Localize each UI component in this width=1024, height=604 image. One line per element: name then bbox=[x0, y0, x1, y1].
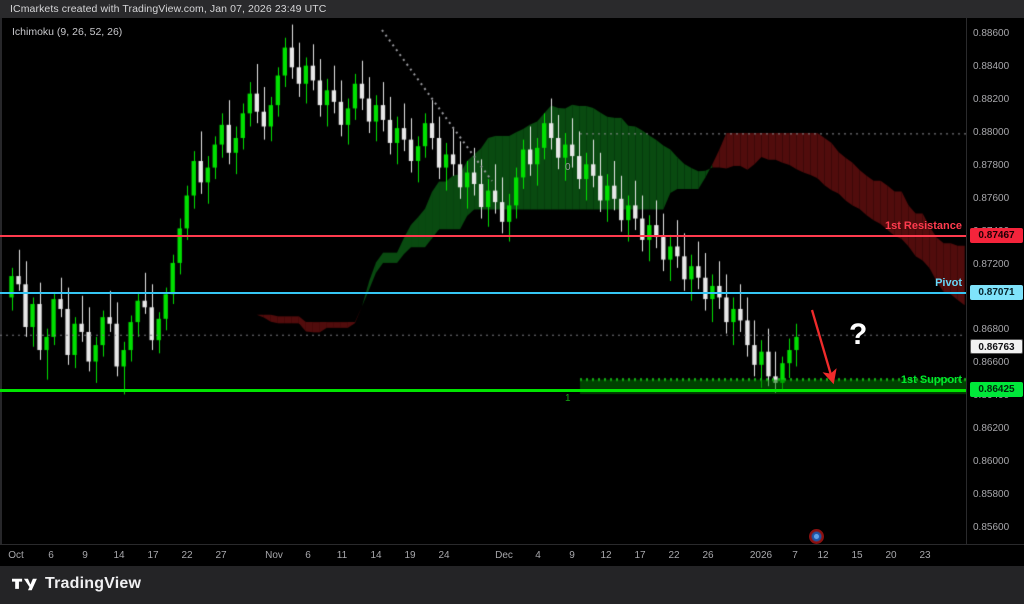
level-line-bar bbox=[0, 235, 966, 237]
tradingview-logo[interactable]: TradingView bbox=[12, 575, 141, 593]
price-scale[interactable]: 0.88600 0.88400 0.88200 0.88000 0.87800 0.876… bbox=[966, 18, 1024, 544]
economic-event-globe-icon[interactable] bbox=[809, 529, 824, 544]
level-label: 1st Resistance bbox=[884, 220, 962, 232]
price-tick: 0.87600 bbox=[973, 192, 1010, 204]
level-line-bar bbox=[0, 389, 966, 392]
time-tick: 6 bbox=[305, 550, 311, 561]
time-tick: Oct bbox=[8, 550, 24, 561]
time-tick: 12 bbox=[817, 550, 829, 561]
price-tick: 0.87800 bbox=[973, 159, 1010, 171]
time-tick: 27 bbox=[215, 550, 227, 561]
level-label: 1st Support bbox=[900, 374, 962, 386]
price-tick: 0.86600 bbox=[973, 357, 1010, 369]
footer-bar: TradingView bbox=[0, 566, 1024, 604]
price-tick: 0.87200 bbox=[973, 258, 1010, 270]
time-scale[interactable]: Oct 6 9 14 17 22 27 Nov 6 11 14 19 24 Dec 4 9 12 17 22 26 20… bbox=[0, 544, 1024, 566]
time-tick: 23 bbox=[919, 550, 931, 561]
time-tick: 22 bbox=[181, 550, 193, 561]
time-tick: 15 bbox=[851, 550, 863, 561]
dot-label-1: 1 bbox=[565, 393, 571, 404]
time-tick: 20 bbox=[885, 550, 897, 561]
tradingview-brand-text: TradingView bbox=[45, 575, 142, 592]
price-tick: 0.88200 bbox=[973, 94, 1010, 106]
time-tick: 6 bbox=[48, 550, 54, 561]
price-tick: 0.88400 bbox=[973, 61, 1010, 73]
time-tick: Nov bbox=[265, 550, 283, 561]
dot-label-0: 0 bbox=[565, 162, 571, 173]
time-tick: Dec bbox=[495, 550, 513, 561]
time-tick: 4 bbox=[535, 550, 541, 561]
current-price-badge[interactable]: 0.86763 bbox=[970, 339, 1023, 354]
price-tick: 0.88000 bbox=[973, 127, 1010, 139]
time-tick: 17 bbox=[634, 550, 646, 561]
level-line-bar bbox=[0, 292, 966, 294]
time-tick: 2026 bbox=[749, 550, 773, 561]
price-tick: 0.85600 bbox=[973, 521, 1010, 533]
price-tick: 0.86200 bbox=[973, 422, 1010, 434]
indicator-legend[interactable]: Ichimoku (9, 26, 52, 26) bbox=[12, 26, 123, 38]
price-level-badge[interactable]: 0.87071 bbox=[970, 285, 1023, 300]
time-tick: 9 bbox=[82, 550, 88, 561]
price-tick: 0.85800 bbox=[973, 488, 1010, 500]
attribution-bar: ICmarkets created with TradingView.com, … bbox=[0, 0, 1024, 18]
time-tick: 12 bbox=[600, 550, 612, 561]
time-tick: 26 bbox=[702, 550, 714, 561]
time-tick: 7 bbox=[792, 550, 798, 561]
time-tick: 14 bbox=[370, 550, 382, 561]
attribution-text: ICmarkets created with TradingView.com, … bbox=[10, 3, 327, 15]
time-tick: 17 bbox=[147, 550, 159, 561]
time-tick: 14 bbox=[113, 550, 125, 561]
price-level-badge[interactable]: 0.86425 bbox=[970, 382, 1023, 397]
time-tick: 22 bbox=[668, 550, 680, 561]
question-mark-annotation: ? bbox=[849, 318, 868, 351]
candlestick-canvas bbox=[0, 18, 966, 544]
price-level-badge[interactable]: 0.87467 bbox=[970, 228, 1023, 243]
chart-plot-area[interactable]: Ichimoku (9, 26, 52, 26) 0 1 1st Resista… bbox=[0, 18, 966, 544]
time-tick: 11 bbox=[336, 550, 348, 561]
tradingview-logo-icon bbox=[12, 578, 37, 590]
price-tick: 0.86800 bbox=[973, 324, 1010, 336]
price-tick: 0.86000 bbox=[973, 455, 1010, 467]
level-label: Pivot bbox=[935, 277, 962, 289]
price-tick: 0.88600 bbox=[973, 28, 1010, 40]
time-tick: 9 bbox=[569, 550, 575, 561]
time-tick: 19 bbox=[404, 550, 416, 561]
time-tick: 24 bbox=[438, 550, 450, 561]
